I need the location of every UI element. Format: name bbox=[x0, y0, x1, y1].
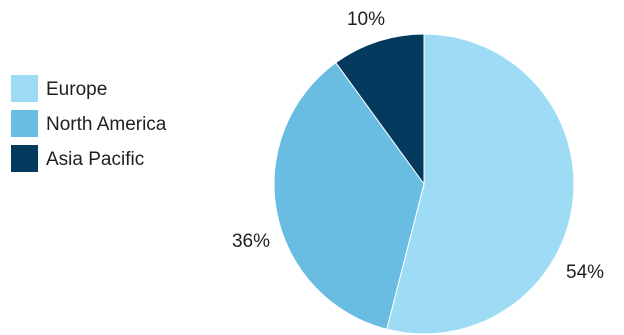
data-labels: 54% 36% 10% bbox=[232, 9, 604, 283]
legend: Europe North America Asia Pacific bbox=[11, 75, 167, 172]
legend-swatch-europe bbox=[11, 75, 38, 102]
data-label-europe: 54% bbox=[566, 262, 604, 283]
pie-slice-north-america bbox=[273, 61, 425, 330]
legend-label-asia-pacific: Asia Pacific bbox=[46, 149, 144, 170]
legend-label-north-america: North America bbox=[46, 114, 167, 135]
pie-slice-europe bbox=[386, 33, 575, 335]
data-label-asia-pacific: 10% bbox=[347, 9, 385, 30]
pie-slices bbox=[273, 33, 575, 335]
legend-swatch-asia-pacific bbox=[11, 145, 38, 172]
legend-swatch-north-america bbox=[11, 110, 38, 137]
data-label-north-america: 36% bbox=[232, 231, 270, 252]
legend-label-europe: Europe bbox=[46, 79, 107, 100]
pie-slice-asia-pacific bbox=[335, 33, 425, 186]
